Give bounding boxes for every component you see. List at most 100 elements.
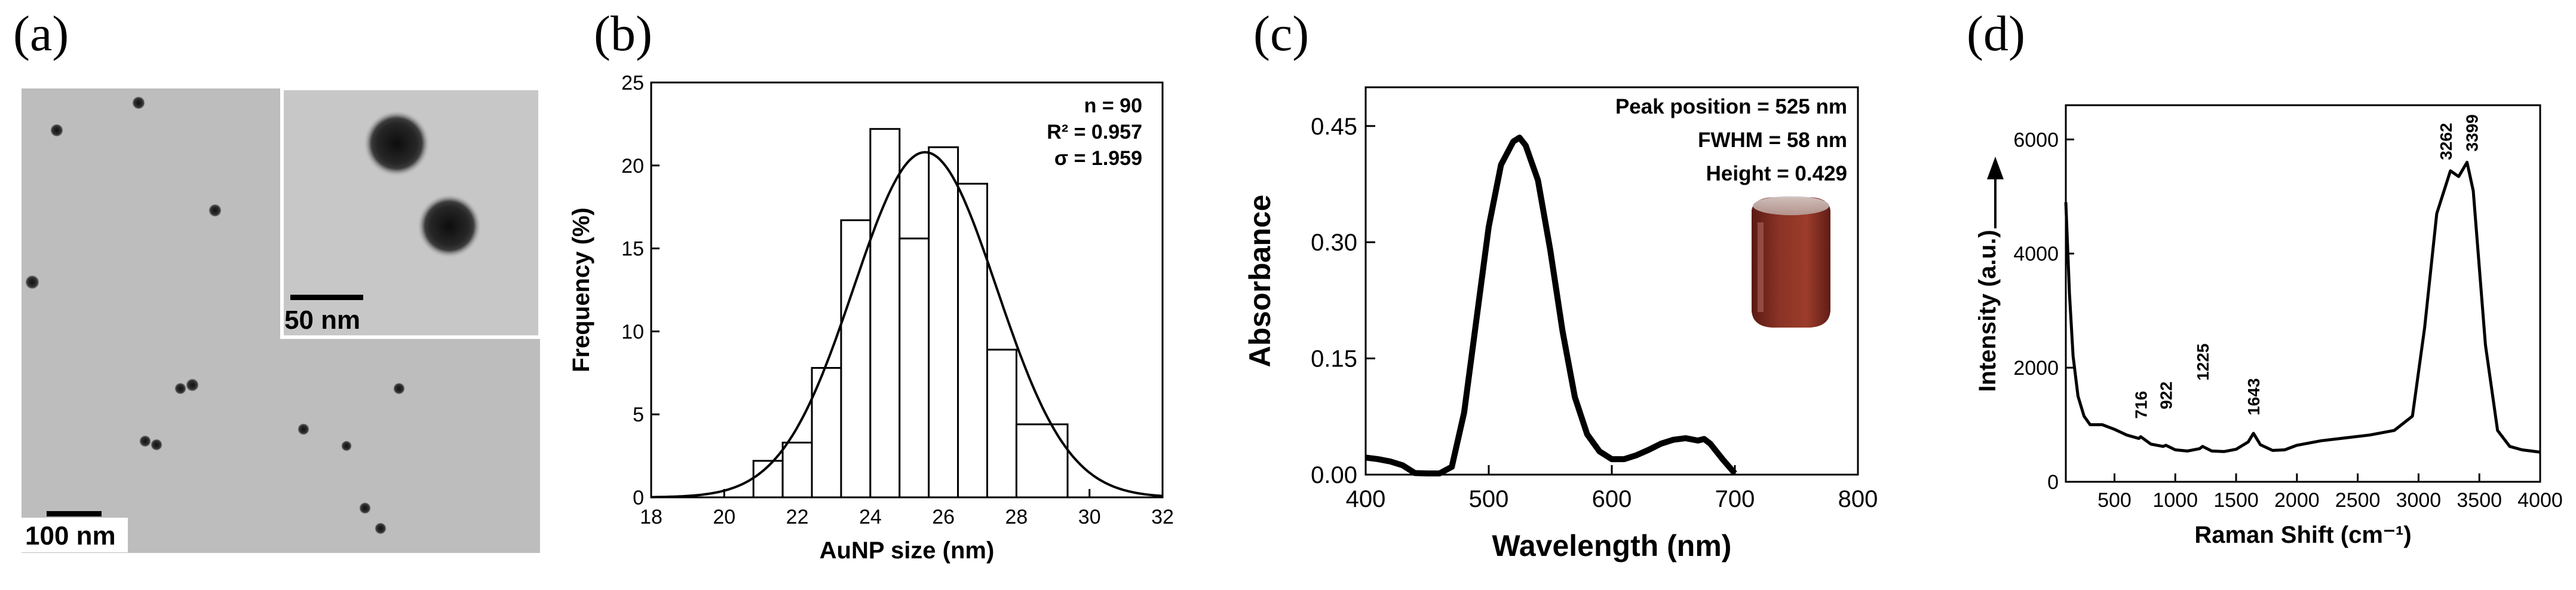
- y-tick-label-c: 0.15: [1311, 346, 1357, 372]
- plot-frame-d: [2065, 104, 2541, 483]
- histogram-bar: [898, 237, 930, 499]
- gaussian-fit-line: [651, 151, 1163, 499]
- x-axis-b: 18 20 22 24 26 28 30 32: [640, 489, 1174, 528]
- x-tick-label-d: 1500: [2213, 489, 2259, 512]
- histogram-bar: [781, 441, 813, 499]
- x-tick-label-b: 20: [713, 506, 735, 528]
- y-tick-label-d: 0: [2047, 471, 2059, 494]
- x-tick-label-b: 24: [859, 506, 882, 528]
- x-tick-label-d: 4000: [2517, 489, 2563, 512]
- nanoparticle: [139, 435, 151, 447]
- annotation-fwhm: FWHM = 58 nm: [1698, 129, 1847, 152]
- y-axis-b: 0 5 10 15 20 25: [621, 72, 660, 509]
- x-tick-label-d: 1000: [2152, 489, 2198, 512]
- x-tick-label-b: 26: [932, 506, 955, 528]
- y-tick-label-c: 0.30: [1311, 230, 1357, 256]
- y-tick-label-b: 5: [633, 403, 644, 426]
- y-tick-label-b: 15: [621, 238, 644, 261]
- histogram-bar: [957, 182, 989, 499]
- vial-liquid: [1752, 197, 1830, 328]
- x-axis-label-b: AuNP size (nm): [820, 537, 995, 564]
- annotation-n: n = 90: [1084, 94, 1142, 117]
- y-tick-label-b: 10: [621, 320, 644, 343]
- vial-photo: [1743, 190, 1838, 329]
- inset-scale-bar: [290, 295, 363, 300]
- x-tick-label-d: 2000: [2274, 489, 2320, 512]
- peak-label: 1225: [2194, 344, 2212, 381]
- nanoparticle: [151, 439, 162, 451]
- x-tick-label-d: 2500: [2335, 489, 2381, 512]
- peak-label: 3399: [2463, 114, 2482, 151]
- y-tick-label-b: 0: [633, 487, 644, 509]
- absorbance-line: [1365, 134, 1737, 476]
- x-axis-c: 400 500 600 700 800: [1346, 465, 1878, 512]
- nanoparticle: [298, 423, 309, 435]
- x-tick-label-c: 600: [1592, 486, 1632, 512]
- nanoparticles: [25, 96, 405, 534]
- histogram-bar: [840, 219, 872, 499]
- x-axis-d: 500 1000 1500 2000 2500 3000 3500 4000: [2097, 473, 2563, 512]
- peak-label: 3262: [2437, 123, 2455, 160]
- x-tick-label-b: 30: [1078, 506, 1101, 528]
- nanoparticle: [359, 502, 371, 514]
- x-axis-label-d: Raman Shift (cm⁻¹): [2194, 522, 2411, 548]
- raman-spectrum-line: [2064, 161, 2541, 454]
- vial-highlight: [1758, 222, 1764, 312]
- panel-label-d: (d): [1967, 6, 2025, 62]
- peak-labels: 716 922 1225 1643 3262 3399: [2132, 114, 2481, 418]
- annotation-r2: R² = 0.957: [1047, 121, 1142, 143]
- x-tick-label-c: 500: [1469, 486, 1509, 512]
- histogram-bar: [986, 349, 1017, 499]
- nanoparticle: [50, 124, 63, 137]
- main-scale-label-bg: [22, 518, 128, 552]
- x-tick-label-c: 400: [1346, 486, 1386, 512]
- x-tick-label-d: 500: [2097, 489, 2132, 512]
- nanoparticle: [341, 441, 352, 451]
- inset-scale-label: 50 nm: [284, 305, 360, 335]
- nanoparticle: [174, 383, 186, 395]
- panel-a: (a) 100 nm 50 nm 100 nm: [13, 6, 542, 553]
- x-tick-label-d: 3500: [2457, 489, 2502, 512]
- nanoparticle: [393, 383, 405, 395]
- inset-nanoparticle: [417, 194, 482, 258]
- nanoparticle: [375, 522, 387, 534]
- nanoparticle: [208, 204, 222, 217]
- y-tick-label-c: 0.00: [1311, 462, 1357, 488]
- x-tick-label-b: 22: [786, 506, 809, 528]
- panel-d: (d) 0 2000 4000 6000 500 1000 1500 2000 2500 300…: [1967, 6, 2563, 548]
- nanoparticle: [25, 275, 39, 289]
- vial-rim: [1753, 196, 1829, 215]
- y-axis-d: 0 2000 4000 6000: [2013, 129, 2074, 494]
- x-axis-label-c: Wavelength (nm): [1492, 529, 1732, 563]
- x-tick-label-b: 32: [1151, 506, 1174, 528]
- y-axis-c: 0.00 0.15 0.30 0.45: [1311, 114, 1375, 488]
- annotation-peak-position: Peak position = 525 nm: [1615, 95, 1847, 118]
- histogram-bar: [752, 460, 784, 499]
- y-axis-label-d: Intensity (a.u.): [1974, 230, 2001, 392]
- y-tick-label-c: 0.45: [1311, 114, 1357, 140]
- main-scale-bar: [47, 511, 102, 516]
- x-tick-label-c: 700: [1715, 486, 1755, 512]
- annotation-height: Height = 0.429: [1706, 162, 1847, 185]
- y-axis-label-b: Frequency (%): [568, 207, 594, 372]
- y-tick-label-d: 6000: [2013, 129, 2059, 151]
- y-tick-label-d: 4000: [2013, 243, 2059, 265]
- main-scale-label: 100 nm: [25, 521, 116, 551]
- intensity-arrow-head: [1987, 157, 2004, 179]
- y-axis-label-c: Absorbance: [1243, 195, 1277, 368]
- x-tick-label-b: 18: [640, 506, 663, 528]
- intensity-arrow: [1987, 157, 2004, 228]
- nanoparticle: [132, 96, 145, 109]
- nanoparticle: [186, 378, 199, 392]
- y-tick-label-d: 2000: [2013, 357, 2059, 380]
- annotation-sigma: σ = 1.959: [1054, 147, 1142, 170]
- x-tick-label-c: 800: [1838, 486, 1878, 512]
- y-tick-label-b: 20: [621, 155, 644, 178]
- peak-label: 716: [2132, 391, 2150, 419]
- panel-label-b: (b): [594, 6, 652, 62]
- x-tick-label-d: 3000: [2396, 489, 2442, 512]
- peak-label: 1643: [2244, 378, 2263, 415]
- histogram-bar: [1015, 423, 1069, 499]
- panel-label-a: (a): [13, 6, 69, 62]
